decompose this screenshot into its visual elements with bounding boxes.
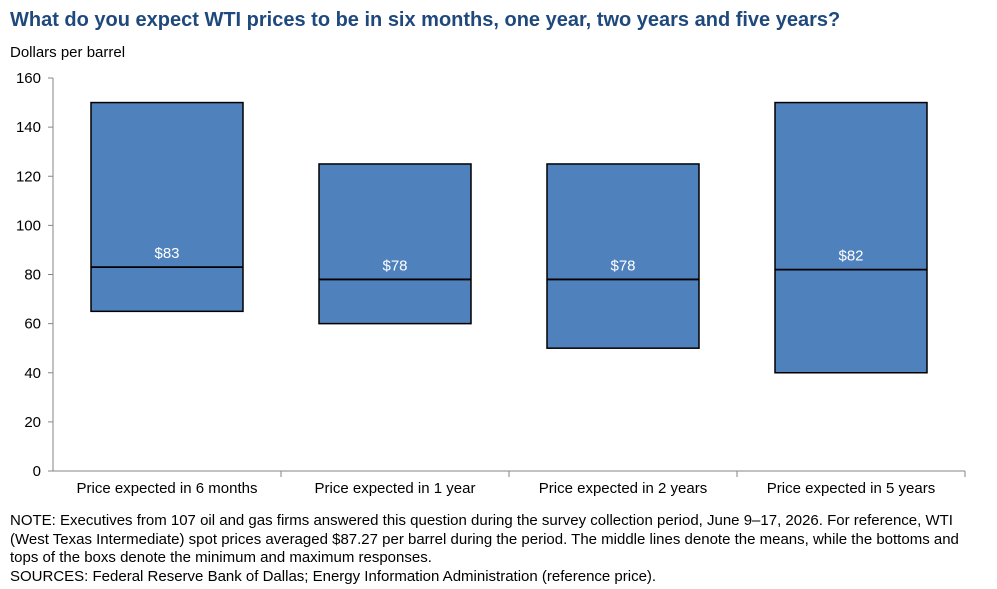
x-category-label: Price expected in 2 years xyxy=(539,480,707,497)
box-layer: $83 $78 $78 $82 xyxy=(90,101,928,374)
mean-label: $83 xyxy=(154,245,179,262)
sources-text: SOURCES: Federal Reserve Bank of Dallas;… xyxy=(10,567,657,585)
y-tick-label: 20 xyxy=(24,414,41,431)
mean-label: $78 xyxy=(382,257,407,274)
range-box xyxy=(774,101,928,374)
y-tick-label: 160 xyxy=(16,70,41,87)
x-category-label: Price expected in 6 months xyxy=(77,480,258,497)
mean-label: $78 xyxy=(610,257,635,274)
y-tick-label: 80 xyxy=(24,267,41,284)
chart-notes: NOTE: Executives from 107 oil and gas fi… xyxy=(10,512,985,586)
y-axis-unit-label: Dollars per barrel xyxy=(10,44,126,61)
axis-layer: 0 20 40 60 80 100 120 140 160 Price expected in 6… xyxy=(16,70,966,497)
y-tick-label: 0 xyxy=(33,463,41,480)
range-box xyxy=(546,163,700,349)
chart-title: What do you expect WTI prices to be in s… xyxy=(10,9,841,31)
x-category-label: Price expected in 5 years xyxy=(767,480,935,497)
range-box xyxy=(90,101,244,313)
y-tick-label: 60 xyxy=(24,316,41,333)
y-tick-label: 40 xyxy=(24,365,41,382)
box-chart: 0 20 40 60 80 100 120 140 160 Price expected in 6… xyxy=(16,70,966,497)
mean-label: $82 xyxy=(838,248,863,265)
y-tick-label: 100 xyxy=(16,217,41,234)
x-category-label: Price expected in 1 year xyxy=(315,480,476,497)
note-text: NOTE: Executives from 107 oil and gas fi… xyxy=(10,512,959,566)
y-tick-label: 140 xyxy=(16,119,41,136)
y-tick-label: 120 xyxy=(16,168,41,185)
range-box xyxy=(318,163,472,325)
